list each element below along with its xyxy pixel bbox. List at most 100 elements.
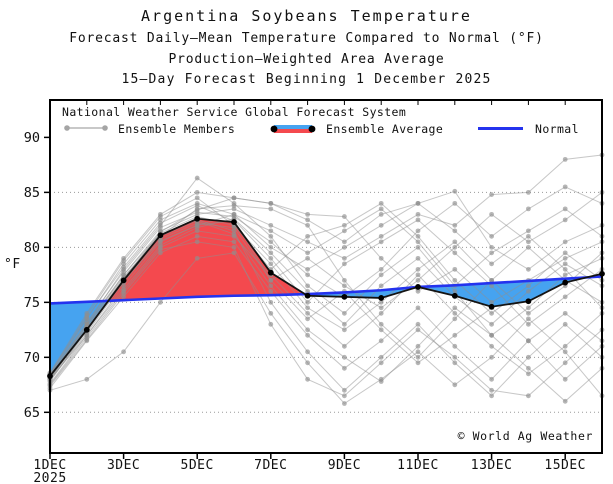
ensemble-member-line <box>49 191 603 375</box>
ensemble-member-marker <box>526 365 531 371</box>
ensemble-member-marker <box>562 250 568 256</box>
x-tick-label: 3DEC <box>107 458 140 473</box>
chart-subtitle-1: Forecast Daily–Mean Temperature Compared… <box>69 31 544 46</box>
ensemble-member-marker <box>452 305 458 311</box>
ensemble-member-marker <box>342 255 347 261</box>
ensemble-member-marker <box>489 233 494 239</box>
ensemble-member-marker <box>415 277 421 283</box>
ensemble-member-marker <box>342 343 347 349</box>
plot-frame-and-ticks <box>44 99 603 459</box>
ensemble-member-marker <box>489 192 494 197</box>
ensemble-member-marker <box>342 277 347 283</box>
ensemble-member-marker <box>489 343 494 349</box>
ensemble-member-marker <box>231 225 237 230</box>
ensemble-member-marker <box>489 321 494 327</box>
ensemble-member-marker <box>489 393 494 399</box>
ensemble-member-marker <box>84 376 90 382</box>
ensemble-member-marker <box>305 272 310 278</box>
ensemble-member-marker <box>452 310 458 316</box>
ensemble-member-marker <box>194 233 200 239</box>
ensemble-member-marker <box>342 222 347 228</box>
ensemble-member-marker <box>231 203 237 208</box>
ensemble-member-marker <box>231 195 237 201</box>
ensemble-member-marker <box>342 387 347 393</box>
ensemble-member-line <box>49 186 603 377</box>
ensemble-member-marker <box>489 277 494 283</box>
ensemble-member-marker <box>526 233 531 239</box>
ensemble-member-marker <box>526 321 531 327</box>
ensemble-member-marker <box>305 305 310 311</box>
ensemble-member-marker <box>562 184 568 190</box>
ensemble-member-marker <box>231 244 237 250</box>
y-tick-label: 85 <box>24 185 40 201</box>
ensemble-member-marker <box>268 255 274 261</box>
ensemble-member-marker <box>562 398 568 404</box>
ensemble-member-marker <box>452 266 458 272</box>
ensemble-member-marker <box>268 283 274 289</box>
ensemble-average-swatch-icon <box>270 125 316 133</box>
ensemble-member-marker <box>121 349 126 355</box>
ensemble-member-marker <box>268 200 274 206</box>
ensemble-average-marker <box>267 269 274 276</box>
ensemble-member-marker <box>305 233 310 239</box>
ensemble-member-marker <box>452 239 458 245</box>
ensemble-member-line <box>49 218 603 385</box>
normal-line <box>49 275 603 305</box>
ensemble-member-marker <box>526 189 531 195</box>
ensemble-member-marker <box>305 376 310 382</box>
ensemble-member-marker <box>158 220 163 226</box>
ensemble-member-marker <box>489 387 494 393</box>
ensemble-member-marker <box>415 211 421 217</box>
ensemble-member-marker <box>452 188 458 194</box>
x-tick-label: 9DEC <box>328 458 361 473</box>
ensemble-member-marker <box>562 217 568 223</box>
ensemble-member-marker <box>194 228 200 234</box>
ensemble-member-marker <box>562 239 568 245</box>
ensemble-average-marker <box>562 279 569 286</box>
ensemble-member-marker <box>342 393 347 399</box>
ensemble-member-marker <box>378 266 384 272</box>
ensemble-member-marker <box>342 401 347 406</box>
ensemble-member-marker <box>305 266 310 272</box>
ensemble-member-line <box>49 190 603 376</box>
ensemble-member-marker <box>378 321 384 327</box>
ensemble-member-marker <box>562 376 568 382</box>
ensemble-member-line <box>49 252 603 405</box>
ensemble-member-marker <box>305 283 310 289</box>
legend-normal-label: Normal <box>535 122 579 136</box>
ensemble-member-marker <box>121 258 126 263</box>
ensemble-member-marker <box>378 354 384 360</box>
ensemble-member-marker <box>268 206 274 212</box>
ensemble-member-marker <box>84 337 90 343</box>
ensemble-member-marker <box>305 310 310 316</box>
ensemble-average-marker <box>378 295 385 301</box>
y-axis-label: °F <box>4 257 21 272</box>
ensemble-average-marker <box>120 277 127 284</box>
ensemble-member-line <box>49 154 603 380</box>
ensemble-member-marker <box>84 315 90 321</box>
ensemble-member-marker <box>415 305 421 311</box>
ensemble-member-line <box>49 235 603 389</box>
ensemble-member-marker <box>268 321 274 327</box>
ensemble-member-marker <box>415 288 421 294</box>
ensemble-member-marker <box>489 376 494 382</box>
ensemble-members <box>47 152 605 406</box>
ensemble-member-marker <box>562 272 568 278</box>
ensemble-member-marker <box>452 250 458 256</box>
ensemble-member-marker <box>562 255 568 261</box>
ensemble-member-marker <box>415 228 421 234</box>
ensemble-member-marker <box>378 299 384 305</box>
y-tick-label: 90 <box>24 130 40 146</box>
ensemble-member-marker <box>452 360 458 366</box>
ensemble-member-marker <box>378 305 384 311</box>
ensemble-member-line <box>49 191 603 373</box>
ensemble-member-marker <box>526 244 531 250</box>
y-tick-label: 75 <box>24 295 40 311</box>
ensemble-member-marker <box>415 217 421 223</box>
ensemble-member-marker <box>562 321 568 327</box>
ensemble-member-marker <box>415 233 421 239</box>
ensemble-member-marker <box>194 175 200 181</box>
ensemble-member-marker <box>415 327 421 333</box>
ensemble-member-marker <box>452 244 458 250</box>
x-tick-label: 11DEC <box>397 458 439 473</box>
